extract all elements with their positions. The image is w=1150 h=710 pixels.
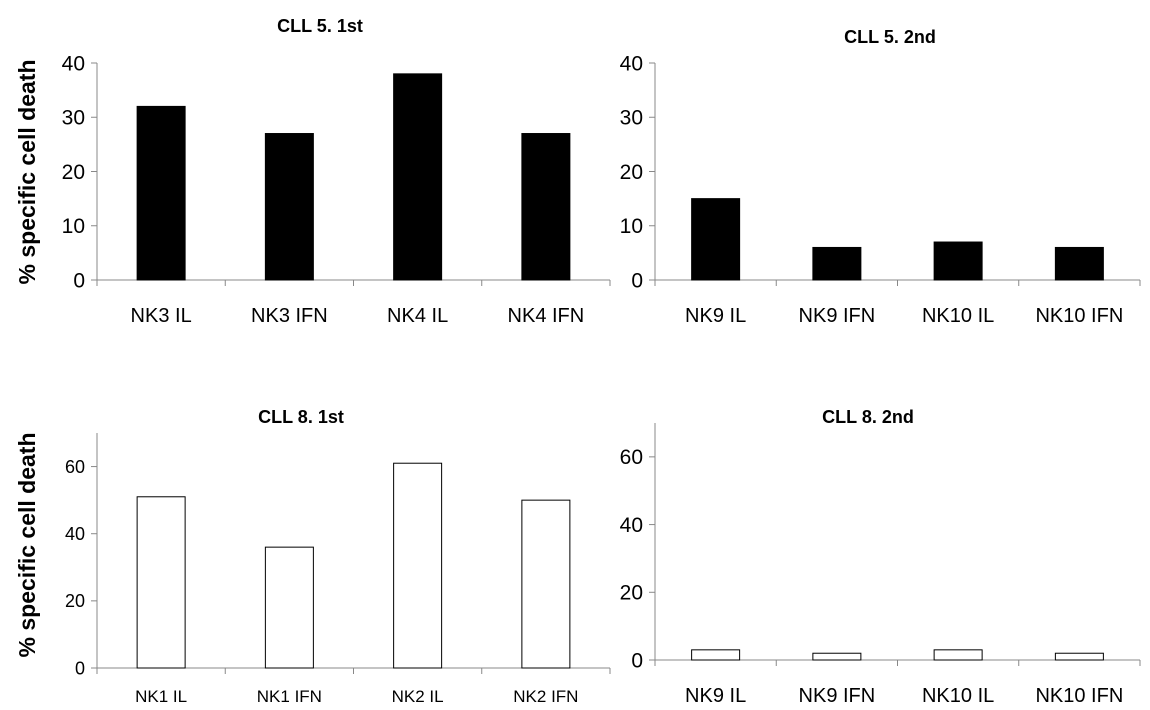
y-tick-label: 30 <box>62 107 85 130</box>
x-category-label: NK9 IFN <box>799 685 876 707</box>
chart-title: CLL 8. 1st <box>258 407 344 427</box>
y-axis-label: % specific cell death <box>14 433 40 658</box>
y-tick-label: 20 <box>620 582 643 605</box>
bar <box>393 73 443 281</box>
bar <box>933 241 983 281</box>
bar <box>393 462 443 669</box>
y-tick-label: 60 <box>65 457 85 477</box>
x-category-label: NK10 IL <box>922 685 994 707</box>
x-category-label: NK3 IFN <box>251 305 328 327</box>
bar <box>136 496 186 669</box>
chart-title: CLL 8. 2nd <box>822 407 914 427</box>
y-tick-label: 40 <box>65 524 85 544</box>
bar <box>521 133 571 281</box>
chart-panel-4: CLL 8. 2nd 0 20 40 60 NK9 IL NK9 IFN NK10 IL NK1… <box>620 407 1141 707</box>
x-category-label: NK9 IL <box>685 305 746 327</box>
bar <box>1054 652 1104 661</box>
y-tick-label: 40 <box>62 52 85 75</box>
x-category-label: NK10 IL <box>922 305 994 327</box>
y-tick-label: 0 <box>631 649 643 672</box>
y-tick-label: 30 <box>620 107 643 130</box>
x-category-label: NK4 IFN <box>508 305 585 327</box>
bar <box>136 105 186 281</box>
bar <box>521 499 571 669</box>
x-category-label: NK10 IFN <box>1035 305 1123 327</box>
y-tick-label: 10 <box>62 215 85 238</box>
y-tick-label: 10 <box>620 215 643 238</box>
y-tick-label: 20 <box>620 161 643 184</box>
bar <box>264 133 314 281</box>
x-category-label: NK2 IL <box>392 687 444 706</box>
x-category-label: NK9 IL <box>685 685 746 707</box>
x-category-label: NK3 IL <box>131 305 192 327</box>
chart-panel-1: CLL 5. 1st 0 10 20 30 40 NK3 IL NK3 IFN NK4 IL NK… <box>14 16 611 327</box>
x-category-label: NK10 IFN <box>1035 685 1123 707</box>
x-category-label: NK1 IL <box>135 687 187 706</box>
chart-title: CLL 5. 1st <box>277 16 363 36</box>
bar <box>1054 246 1104 281</box>
y-axis-label: % specific cell death <box>14 60 40 285</box>
x-category-label: NK9 IFN <box>799 305 876 327</box>
bar <box>812 652 862 661</box>
bar <box>933 649 983 661</box>
y-tick-label: 0 <box>73 269 85 292</box>
y-tick-label: 20 <box>62 161 85 184</box>
y-tick-label: 60 <box>620 446 643 469</box>
bar <box>691 198 741 281</box>
chart-title: CLL 5. 2nd <box>844 27 936 47</box>
bar <box>691 649 741 661</box>
chart-panel-3: CLL 8. 1st 0 20 40 60 NK1 IL NK1 IFN NK2 IL NK2 … <box>14 407 611 706</box>
y-tick-label: 40 <box>620 52 643 75</box>
x-category-label: NK2 IFN <box>513 687 578 706</box>
y-tick-label: 40 <box>620 514 643 537</box>
y-tick-label: 0 <box>75 658 85 678</box>
chart-panel-2: CLL 5. 2nd 0 10 20 30 40 NK9 IL NK9 IFN NK10 IL N… <box>620 27 1141 327</box>
x-category-label: NK1 IFN <box>257 687 322 706</box>
x-category-label: NK4 IL <box>387 305 448 327</box>
bar <box>264 546 314 669</box>
y-tick-label: 0 <box>631 269 643 292</box>
bar <box>812 246 862 281</box>
y-tick-label: 20 <box>65 591 85 611</box>
